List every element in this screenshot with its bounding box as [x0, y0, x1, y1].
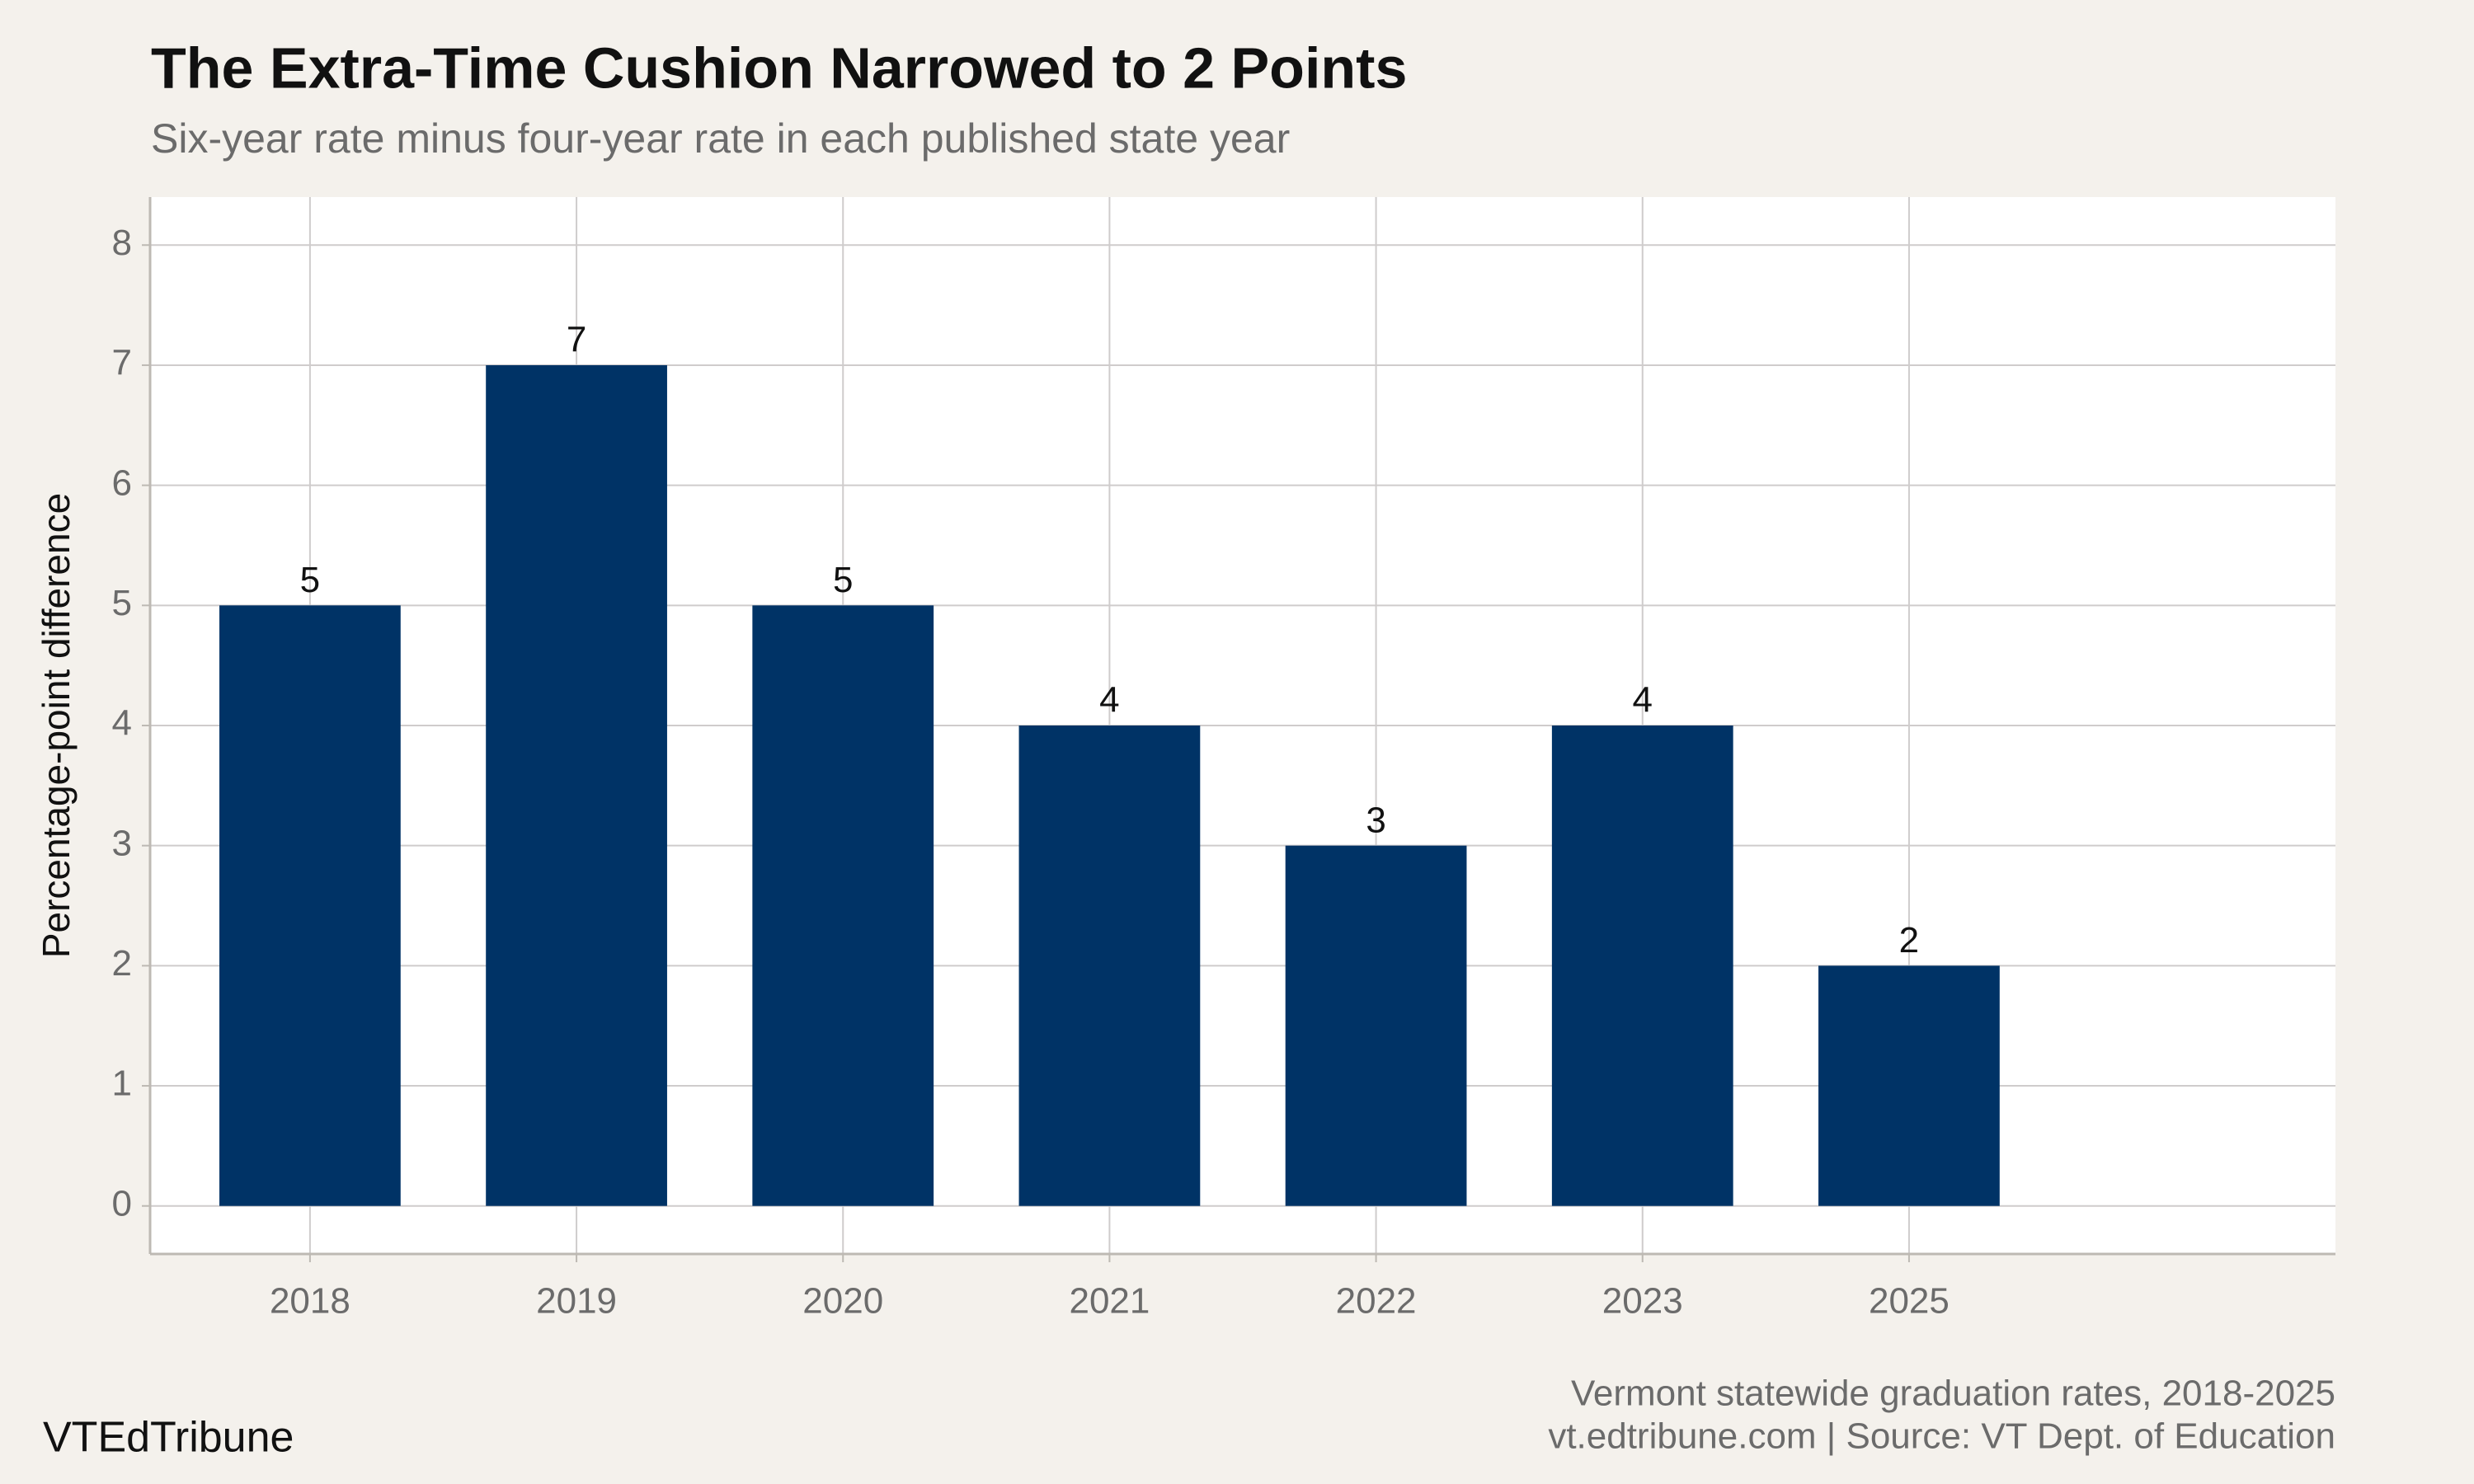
value-label: 5 [833, 560, 853, 600]
value-label: 2 [1899, 920, 1919, 960]
caption: vt.edtribune.com | Source: VT Dept. of E… [1548, 1416, 2335, 1457]
y-tick-label: 4 [112, 703, 132, 744]
x-tick-label: 2019 [536, 1281, 617, 1322]
value-label: 4 [1633, 680, 1653, 721]
y-tick-label: 1 [112, 1064, 132, 1104]
x-tick-label: 2022 [1336, 1281, 1417, 1322]
y-tick-label: 5 [112, 583, 132, 623]
chart-subtitle: Six-year rate minus four-year rate in ea… [151, 115, 1290, 162]
brand: VTEdTribune [43, 1414, 294, 1462]
bar [1551, 726, 1733, 1206]
y-tick-label: 2 [112, 943, 132, 984]
x-tick-label: 2025 [1869, 1281, 1950, 1322]
x-tick-label: 2020 [802, 1281, 883, 1322]
caption: Vermont statewide graduation rates, 2018… [1571, 1374, 2335, 1414]
bar [1018, 726, 1201, 1206]
x-tick-label: 2021 [1069, 1281, 1150, 1322]
value-label: 3 [1366, 800, 1385, 840]
y-tick-label: 6 [112, 463, 132, 503]
bar [752, 605, 934, 1206]
chart-title: The Extra-Time Cushion Narrowed to 2 Poi… [151, 35, 1407, 100]
bar [486, 364, 667, 1206]
x-tick-label: 2023 [1602, 1281, 1683, 1322]
y-tick-label: 0 [112, 1183, 132, 1223]
y-tick-label: 8 [112, 223, 132, 263]
y-tick-label: 7 [112, 343, 132, 383]
bar [219, 605, 401, 1206]
y-axis-title: Percentage-point difference [35, 493, 78, 958]
value-label: 7 [567, 320, 586, 360]
bar [1285, 845, 1467, 1206]
y-tick-label: 3 [112, 823, 132, 863]
value-label: 4 [1099, 680, 1119, 721]
value-label: 5 [300, 560, 320, 600]
bar [1818, 965, 2000, 1206]
x-tick-label: 2018 [270, 1281, 350, 1322]
